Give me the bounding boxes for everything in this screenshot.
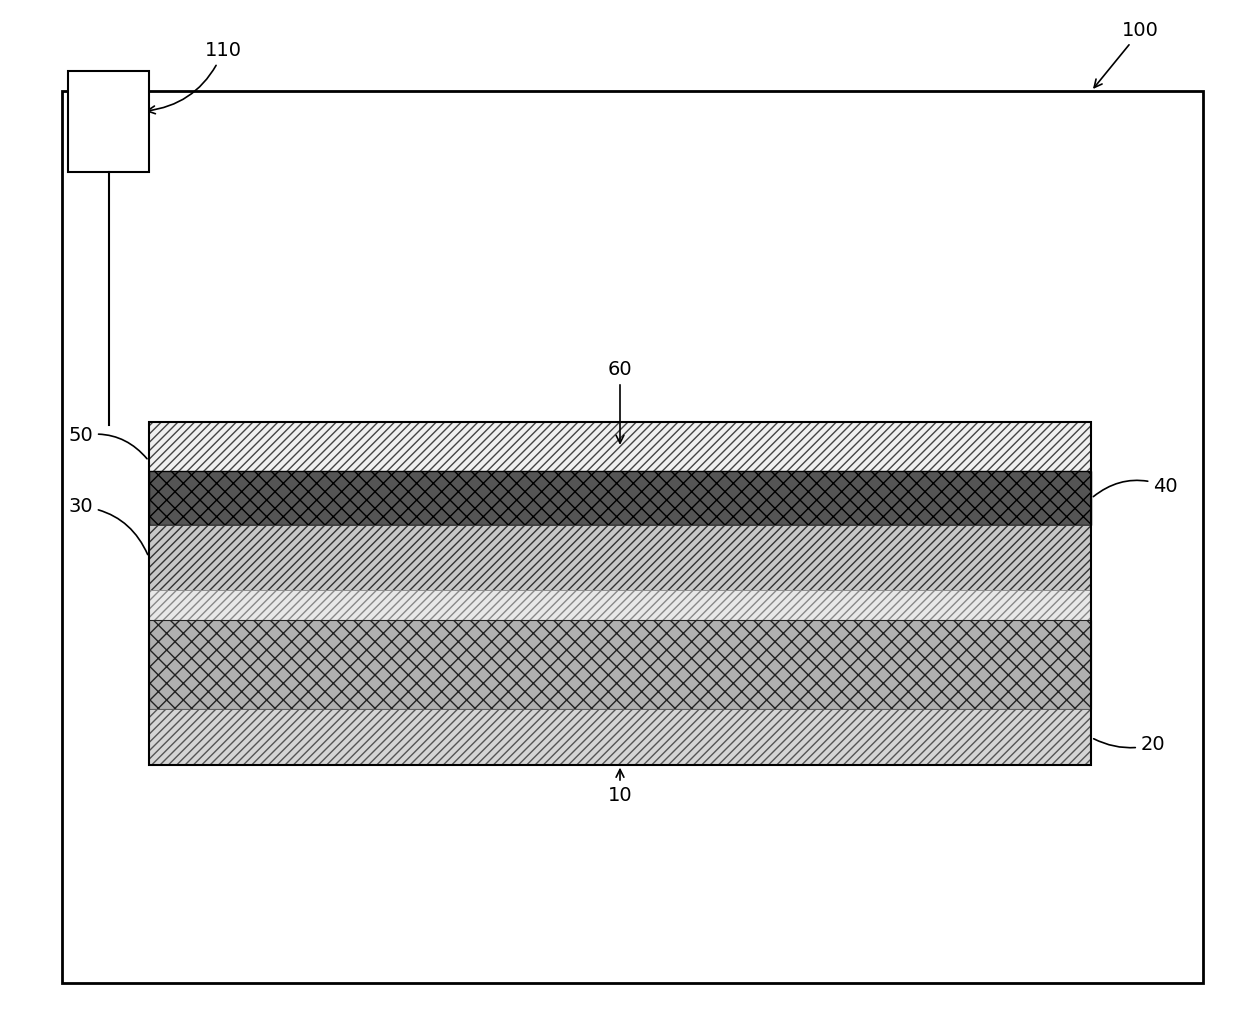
Bar <box>149 422 1091 471</box>
Bar <box>68 71 149 172</box>
Text: 40: 40 <box>1094 477 1178 496</box>
Bar <box>149 709 1091 765</box>
Text: 10: 10 <box>608 770 632 804</box>
Bar <box>149 471 1091 525</box>
Text: 50: 50 <box>68 426 148 459</box>
Text: 60: 60 <box>608 361 632 443</box>
Bar <box>62 91 1203 983</box>
Text: 20: 20 <box>1094 735 1166 754</box>
Bar <box>149 525 1091 590</box>
Bar <box>149 620 1091 709</box>
Bar <box>149 422 1091 765</box>
Text: 30: 30 <box>68 497 148 554</box>
Text: 100: 100 <box>1094 21 1159 87</box>
Text: 110: 110 <box>148 42 242 113</box>
Bar <box>149 590 1091 620</box>
